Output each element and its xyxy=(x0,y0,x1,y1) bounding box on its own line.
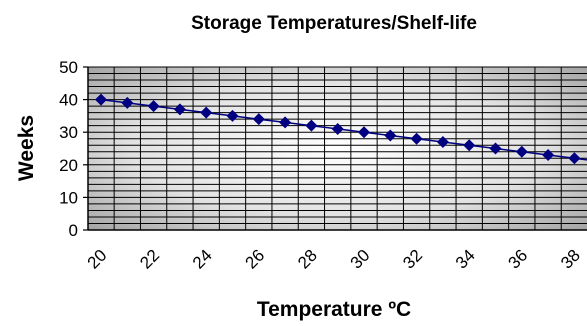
data-point xyxy=(384,129,397,142)
data-point xyxy=(252,113,265,126)
data-point xyxy=(147,100,160,113)
gridlines xyxy=(88,66,587,231)
data-point xyxy=(489,142,502,155)
y-tick-label: 20 xyxy=(59,156,78,175)
y-tick-label: 40 xyxy=(59,91,78,110)
x-axis-title: Temperature ºC xyxy=(257,298,411,321)
x-tick-label: 24 xyxy=(189,246,216,273)
series-weeks xyxy=(95,93,587,165)
data-point xyxy=(542,149,555,162)
y-tick-labels: 0 10 20 30 40 50 xyxy=(59,58,78,240)
data-point xyxy=(305,119,318,132)
x-tick-labels: 2022242628303234363840 xyxy=(84,246,584,273)
data-point xyxy=(121,96,134,109)
chart-title: Storage Temperatures/Shelf-life xyxy=(191,13,477,34)
x-tick-label: 34 xyxy=(452,246,479,273)
y-tick-label: 0 xyxy=(69,221,78,240)
data-point xyxy=(568,152,581,165)
y-tick-label: 50 xyxy=(59,58,78,77)
data-point xyxy=(410,132,423,145)
x-tick-label: 26 xyxy=(242,246,269,273)
data-point xyxy=(226,109,239,122)
data-point xyxy=(200,106,213,119)
data-point xyxy=(95,93,107,106)
data-point xyxy=(331,122,344,135)
data-point xyxy=(463,139,476,152)
x-tick-label: 38 xyxy=(557,246,584,273)
x-tick-label: 20 xyxy=(84,246,111,273)
x-tick-label: 28 xyxy=(294,246,321,273)
x-tick-label: 32 xyxy=(399,246,426,273)
data-point xyxy=(279,116,292,129)
x-tick-label: 22 xyxy=(136,246,163,273)
axes xyxy=(83,66,587,231)
data-point xyxy=(173,103,186,116)
data-point xyxy=(358,126,370,139)
plot-area xyxy=(88,67,587,230)
y-tick-label: 10 xyxy=(59,188,78,207)
data-point xyxy=(436,135,449,148)
y-axis-title: Weeks xyxy=(15,115,38,181)
data-point xyxy=(515,145,528,158)
x-tick-label: 30 xyxy=(347,246,374,273)
y-tick-label: 30 xyxy=(59,123,78,142)
x-tick-label: 36 xyxy=(505,246,532,273)
